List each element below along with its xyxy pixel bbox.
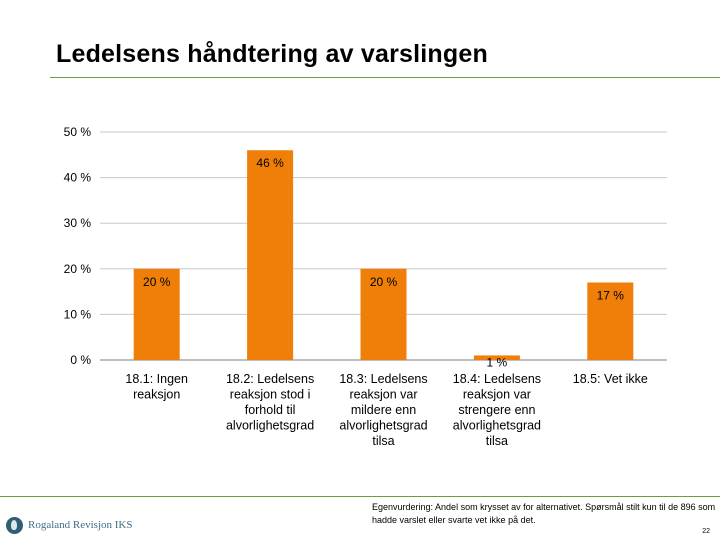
category-label-line: alvorlighetsgrad xyxy=(226,419,314,433)
logo-text: Rogaland Revisjon IKS xyxy=(28,519,133,531)
bar xyxy=(247,150,294,360)
bar xyxy=(587,282,634,360)
title-divider xyxy=(50,77,720,78)
category-label-line: alvorlighetsgrad xyxy=(453,419,541,433)
category-label-line: 18.1: Ingen xyxy=(125,372,188,386)
y-tick-label: 10 % xyxy=(64,307,92,321)
category-label-line: 18.2: Ledelsens xyxy=(226,372,314,386)
bar xyxy=(473,355,520,360)
y-tick-label: 40 % xyxy=(64,171,92,185)
y-tick-label: 50 % xyxy=(64,125,92,139)
data-labels: 20 % 46 % 20 % 1 % 17 % xyxy=(143,156,624,369)
logo-mark-icon xyxy=(6,516,23,534)
data-label: 20 % xyxy=(143,275,171,289)
category-label-line: alvorlighetsgrad xyxy=(339,419,427,433)
category-label-line: reaksjon stod i xyxy=(230,388,311,402)
data-label: 46 % xyxy=(256,156,284,170)
page-number: 22 xyxy=(702,528,710,535)
bar xyxy=(133,268,180,360)
bar xyxy=(360,268,407,360)
category-label-line: reaksjon var xyxy=(463,388,531,402)
data-label: 20 % xyxy=(370,275,398,289)
logo: Rogaland Revisjon IKS xyxy=(6,515,133,535)
category-label-line: reaksjon var xyxy=(349,388,417,402)
category-label-line: reaksjon xyxy=(133,388,180,402)
category-label: 18.4: Ledelsens reaksjon var strengere enn… xyxy=(453,372,541,448)
bars xyxy=(133,150,634,360)
y-tick-label: 0 % xyxy=(70,353,91,367)
category-label-line: strengere enn xyxy=(458,403,535,417)
category-label-line: 18.5: Vet ikke xyxy=(573,372,648,386)
category-label: 18.2: Ledelsens reaksjon stod i forhold ti… xyxy=(226,372,314,433)
category-label-line: 18.4: Ledelsens xyxy=(453,372,541,386)
y-tick-label: 30 % xyxy=(64,216,92,230)
category-labels: 18.1: Ingen reaksjon 18.2: Ledelsens reaksj… xyxy=(125,372,647,448)
category-label: 18.3: Ledelsens reaksjon var mildere enn al… xyxy=(339,372,427,448)
category-label: 18.5: Vet ikke xyxy=(573,372,648,386)
y-tick-label: 20 % xyxy=(64,262,92,276)
bar-chart: 0 % 10 % 20 % 30 % 40 % 50 % 20 % 46 % 20 % 1 % 1… xyxy=(64,125,667,448)
category-label-line: forhold til xyxy=(245,403,296,417)
y-axis-tick-labels: 0 % 10 % 20 % 30 % 40 % 50 % xyxy=(64,125,92,367)
category-label-line: 18.3: Ledelsens xyxy=(339,372,427,386)
slide-title: Ledelsens håndtering av varslingen xyxy=(56,40,488,68)
data-label: 1 % xyxy=(487,355,508,369)
footnote: Egenvurdering: Andel som krysset av for … xyxy=(372,502,716,525)
footer-divider xyxy=(0,496,720,497)
category-label-line: tilsa xyxy=(486,434,508,448)
category-label: 18.1: Ingen reaksjon xyxy=(125,372,188,402)
category-label-line: mildere enn xyxy=(351,403,416,417)
data-label: 17 % xyxy=(597,288,625,302)
category-label-line: tilsa xyxy=(372,434,394,448)
